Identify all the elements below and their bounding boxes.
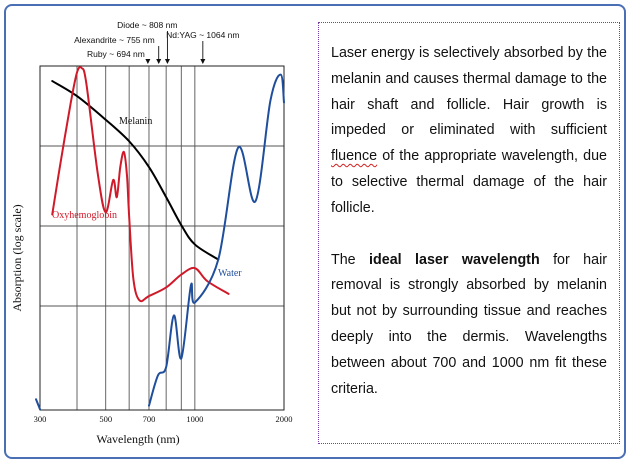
x-axis-label: Wavelength (nm) <box>96 432 179 446</box>
p1-text-b: of the appropriate wavelength, due to se… <box>331 148 607 216</box>
paragraph-ideal-wavelength: The ideal laser wavelength for hair remo… <box>331 248 607 403</box>
annotation-0: Diode ~ 808 nm <box>117 20 177 30</box>
annotation-arrowhead-1 <box>156 59 162 64</box>
annotation-arrowhead-0 <box>164 59 170 64</box>
annotation-3: Nd:YAG ~ 1064 nm <box>166 30 239 40</box>
p2-text-a: The <box>331 251 370 268</box>
chart-series <box>35 66 285 411</box>
x-tick-labels: 300 500 700 1000 2000 <box>34 414 293 424</box>
absorption-chart: Diode ~ 808 nm Alexandrite ~ 755 nm Ruby ~… <box>6 18 306 458</box>
series-label-water: Water <box>218 268 242 279</box>
x-tick-300: 300 <box>34 414 47 424</box>
p2-text-b: for hair removal is strongly absorbed by… <box>331 251 608 397</box>
series-melanin-line <box>51 80 220 261</box>
series-label-oxyhemoglobin: Oxyhemoglobin <box>52 210 117 221</box>
x-tick-700: 700 <box>143 414 156 424</box>
p1-text-a: Laser energy is selectively absorbed by … <box>331 45 607 139</box>
annotation-arrowhead-2 <box>145 59 151 64</box>
annotation-arrowhead-3 <box>200 59 206 64</box>
chart-grid <box>39 65 285 411</box>
ideal-wavelength-bold: ideal laser wavelength <box>369 251 540 268</box>
x-tick-1000: 1000 <box>186 414 203 424</box>
paragraph-selective-absorption: Laser energy is selectively absorbed by … <box>331 41 607 222</box>
chart-svg: Diode ~ 808 nm Alexandrite ~ 755 nm Ruby ~… <box>10 20 293 446</box>
x-tick-2000: 2000 <box>276 414 293 424</box>
plot-border <box>39 65 285 411</box>
description-panel: Laser energy is selectively absorbed by … <box>318 22 620 444</box>
fluence-word: fluence <box>331 148 378 165</box>
series-label-melanin: Melanin <box>119 116 152 127</box>
x-tick-500: 500 <box>99 414 112 424</box>
series-oxyhemoglobin-line <box>51 66 230 303</box>
series-water-line <box>35 73 285 411</box>
y-axis-label: Absorption (log scale) <box>10 204 24 311</box>
annotation-1: Alexandrite ~ 755 nm <box>74 35 155 45</box>
figure-frame <box>4 4 626 459</box>
laser-annotations: Diode ~ 808 nm Alexandrite ~ 755 nm Ruby ~… <box>74 20 239 64</box>
annotation-2: Ruby ~ 694 nm <box>87 49 145 59</box>
